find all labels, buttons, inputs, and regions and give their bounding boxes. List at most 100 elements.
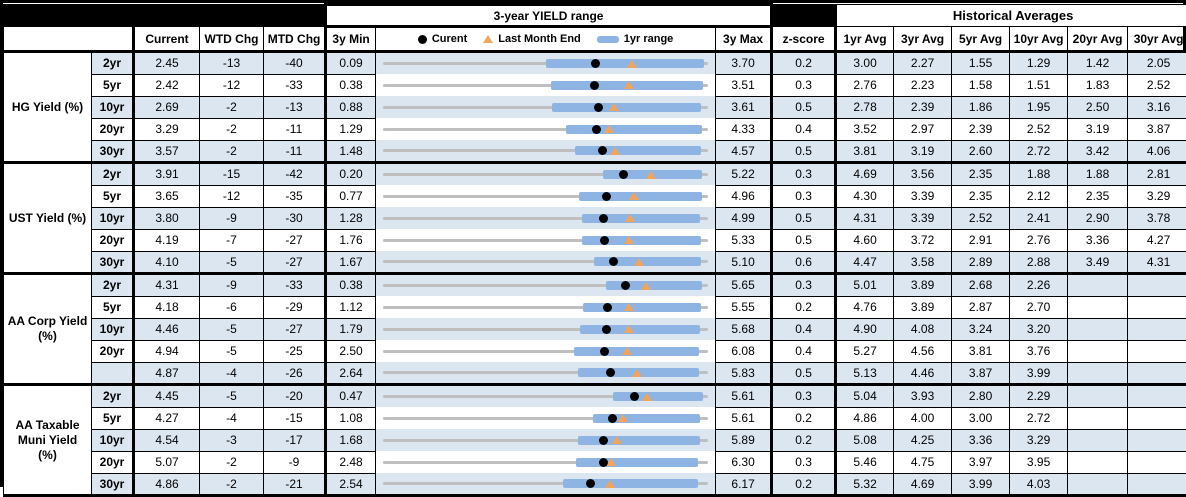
historical-avg-20yr-avg: 3.42	[1068, 140, 1128, 163]
range-3y-min-value: 0.77	[326, 185, 376, 207]
z-score-value: 0.2	[772, 473, 836, 496]
historical-avg-10yr-avg: 2.12	[1010, 185, 1068, 207]
z-score-value: 0.5	[772, 229, 836, 251]
mtd-chg-value: -21	[264, 473, 326, 496]
tenor-label: 2yr	[92, 163, 134, 186]
historical-avg-30yr-avg	[1128, 340, 1186, 362]
historical-avg-5yr-avg: 2.87	[952, 296, 1010, 318]
range-3y-min-value: 1.48	[326, 140, 376, 163]
range-3y-min-value: 0.38	[326, 74, 376, 96]
historical-avg-20yr-avg	[1068, 274, 1128, 297]
historical-avg-10yr-avg: 1.29	[1010, 52, 1068, 75]
col-header-wtd-chg: WTD Chg	[200, 27, 264, 52]
yield-range-chart	[376, 451, 716, 473]
historical-avg-3yr-avg: 4.69	[894, 473, 952, 496]
historical-avg-3yr-avg: 4.75	[894, 451, 952, 473]
current-marker	[619, 170, 628, 179]
range-chart-canvas	[376, 186, 715, 207]
historical-avg-10yr-avg: 2.88	[1010, 251, 1068, 274]
tenor-label: 10yr	[92, 318, 134, 340]
current-value: 4.19	[134, 229, 200, 251]
range-bar-1yr	[566, 125, 702, 134]
last-month-end-marker	[610, 147, 620, 155]
current-marker	[599, 458, 608, 467]
historical-avg-5yr-avg: 3.36	[952, 429, 1010, 451]
col-header-30yr-avg: 30yr Avg	[1128, 27, 1186, 52]
historical-avg-5yr-avg: 2.35	[952, 185, 1010, 207]
current-value: 4.31	[134, 274, 200, 297]
mtd-chg-value: -33	[264, 274, 326, 297]
range-bar-1yr	[583, 303, 701, 312]
current-value: 4.10	[134, 251, 200, 274]
historical-avg-5yr-avg: 1.55	[952, 52, 1010, 75]
historical-avg-20yr-avg	[1068, 473, 1128, 496]
current-value: 3.29	[134, 118, 200, 140]
range-chart-canvas	[376, 119, 715, 140]
current-marker	[609, 257, 618, 266]
range-3y-max-value: 5.61	[716, 385, 772, 408]
yield-range-chart	[376, 163, 716, 186]
yield-range-chart	[376, 96, 716, 118]
chart-legend-items: Curent Last Month End 1yr range	[378, 33, 713, 45]
historical-avg-30yr-avg: 4.27	[1128, 229, 1186, 251]
tenor-label: 2yr	[92, 52, 134, 75]
historical-avg-20yr-avg	[1068, 362, 1128, 385]
historical-avg-1yr-avg: 5.13	[836, 362, 894, 385]
legend-range-label: 1yr range	[624, 33, 674, 45]
range-3y-min-value: 1.08	[326, 407, 376, 429]
current-marker	[590, 81, 599, 90]
historical-avg-30yr-avg: 4.31	[1128, 251, 1186, 274]
wtd-chg-value: -2	[200, 473, 264, 496]
historical-avg-20yr-avg: 1.83	[1068, 74, 1128, 96]
range-chart-canvas	[376, 362, 715, 383]
tenor-label: 2yr	[92, 385, 134, 408]
last-month-end-marker	[624, 303, 634, 311]
historical-avg-20yr-avg: 1.88	[1068, 163, 1128, 186]
current-marker	[599, 214, 608, 223]
historical-avg-1yr-avg: 5.08	[836, 429, 894, 451]
col-header-20yr-avg: 20yr Avg	[1068, 27, 1128, 52]
historical-avg-5yr-avg: 2.39	[952, 118, 1010, 140]
mtd-chg-value: -15	[264, 407, 326, 429]
tenor-label: 20yr	[92, 229, 134, 251]
last-month-end-marker	[634, 258, 644, 266]
last-month-end-triangle-icon	[483, 35, 493, 43]
wtd-chg-value: -3	[200, 429, 264, 451]
mtd-chg-value: -29	[264, 296, 326, 318]
col-header-1yr-avg: 1yr Avg	[836, 27, 894, 52]
range-chart-canvas	[376, 341, 715, 362]
historical-avg-20yr-avg	[1068, 340, 1128, 362]
range-3y-max-value: 5.68	[716, 318, 772, 340]
range-3y-max-value: 3.70	[716, 52, 772, 75]
historical-avg-30yr-avg: 2.05	[1128, 52, 1186, 75]
yield-range-chart	[376, 52, 716, 75]
range-chart-canvas	[376, 408, 715, 429]
wtd-chg-value: -4	[200, 407, 264, 429]
historical-avg-30yr-avg	[1128, 385, 1186, 408]
tenor-label	[92, 362, 134, 385]
range-3y-max-value: 5.89	[716, 429, 772, 451]
tenor-label: 20yr	[92, 451, 134, 473]
range-3y-min-value: 0.47	[326, 385, 376, 408]
historical-avg-5yr-avg: 2.35	[952, 163, 1010, 186]
range-3y-min-value: 0.88	[326, 96, 376, 118]
historical-avg-10yr-avg: 2.29	[1010, 385, 1068, 408]
current-value: 3.65	[134, 185, 200, 207]
historical-avg-1yr-avg: 4.31	[836, 207, 894, 229]
historical-avg-10yr-avg: 2.70	[1010, 296, 1068, 318]
tenor-label: 5yr	[92, 185, 134, 207]
range-3y-max-value: 3.61	[716, 96, 772, 118]
header-row-groups: 3-year YIELD range Historical Averages	[4, 5, 1186, 27]
yield-range-chart	[376, 318, 716, 340]
historical-avg-1yr-avg: 3.52	[836, 118, 894, 140]
col-header-3y-max: 3y Max	[716, 27, 772, 52]
tenor-label: 10yr	[92, 429, 134, 451]
chart-legend: Curent Last Month End 1yr range	[376, 27, 716, 52]
z-score-value: 0.2	[772, 52, 836, 75]
mtd-chg-value: -17	[264, 429, 326, 451]
